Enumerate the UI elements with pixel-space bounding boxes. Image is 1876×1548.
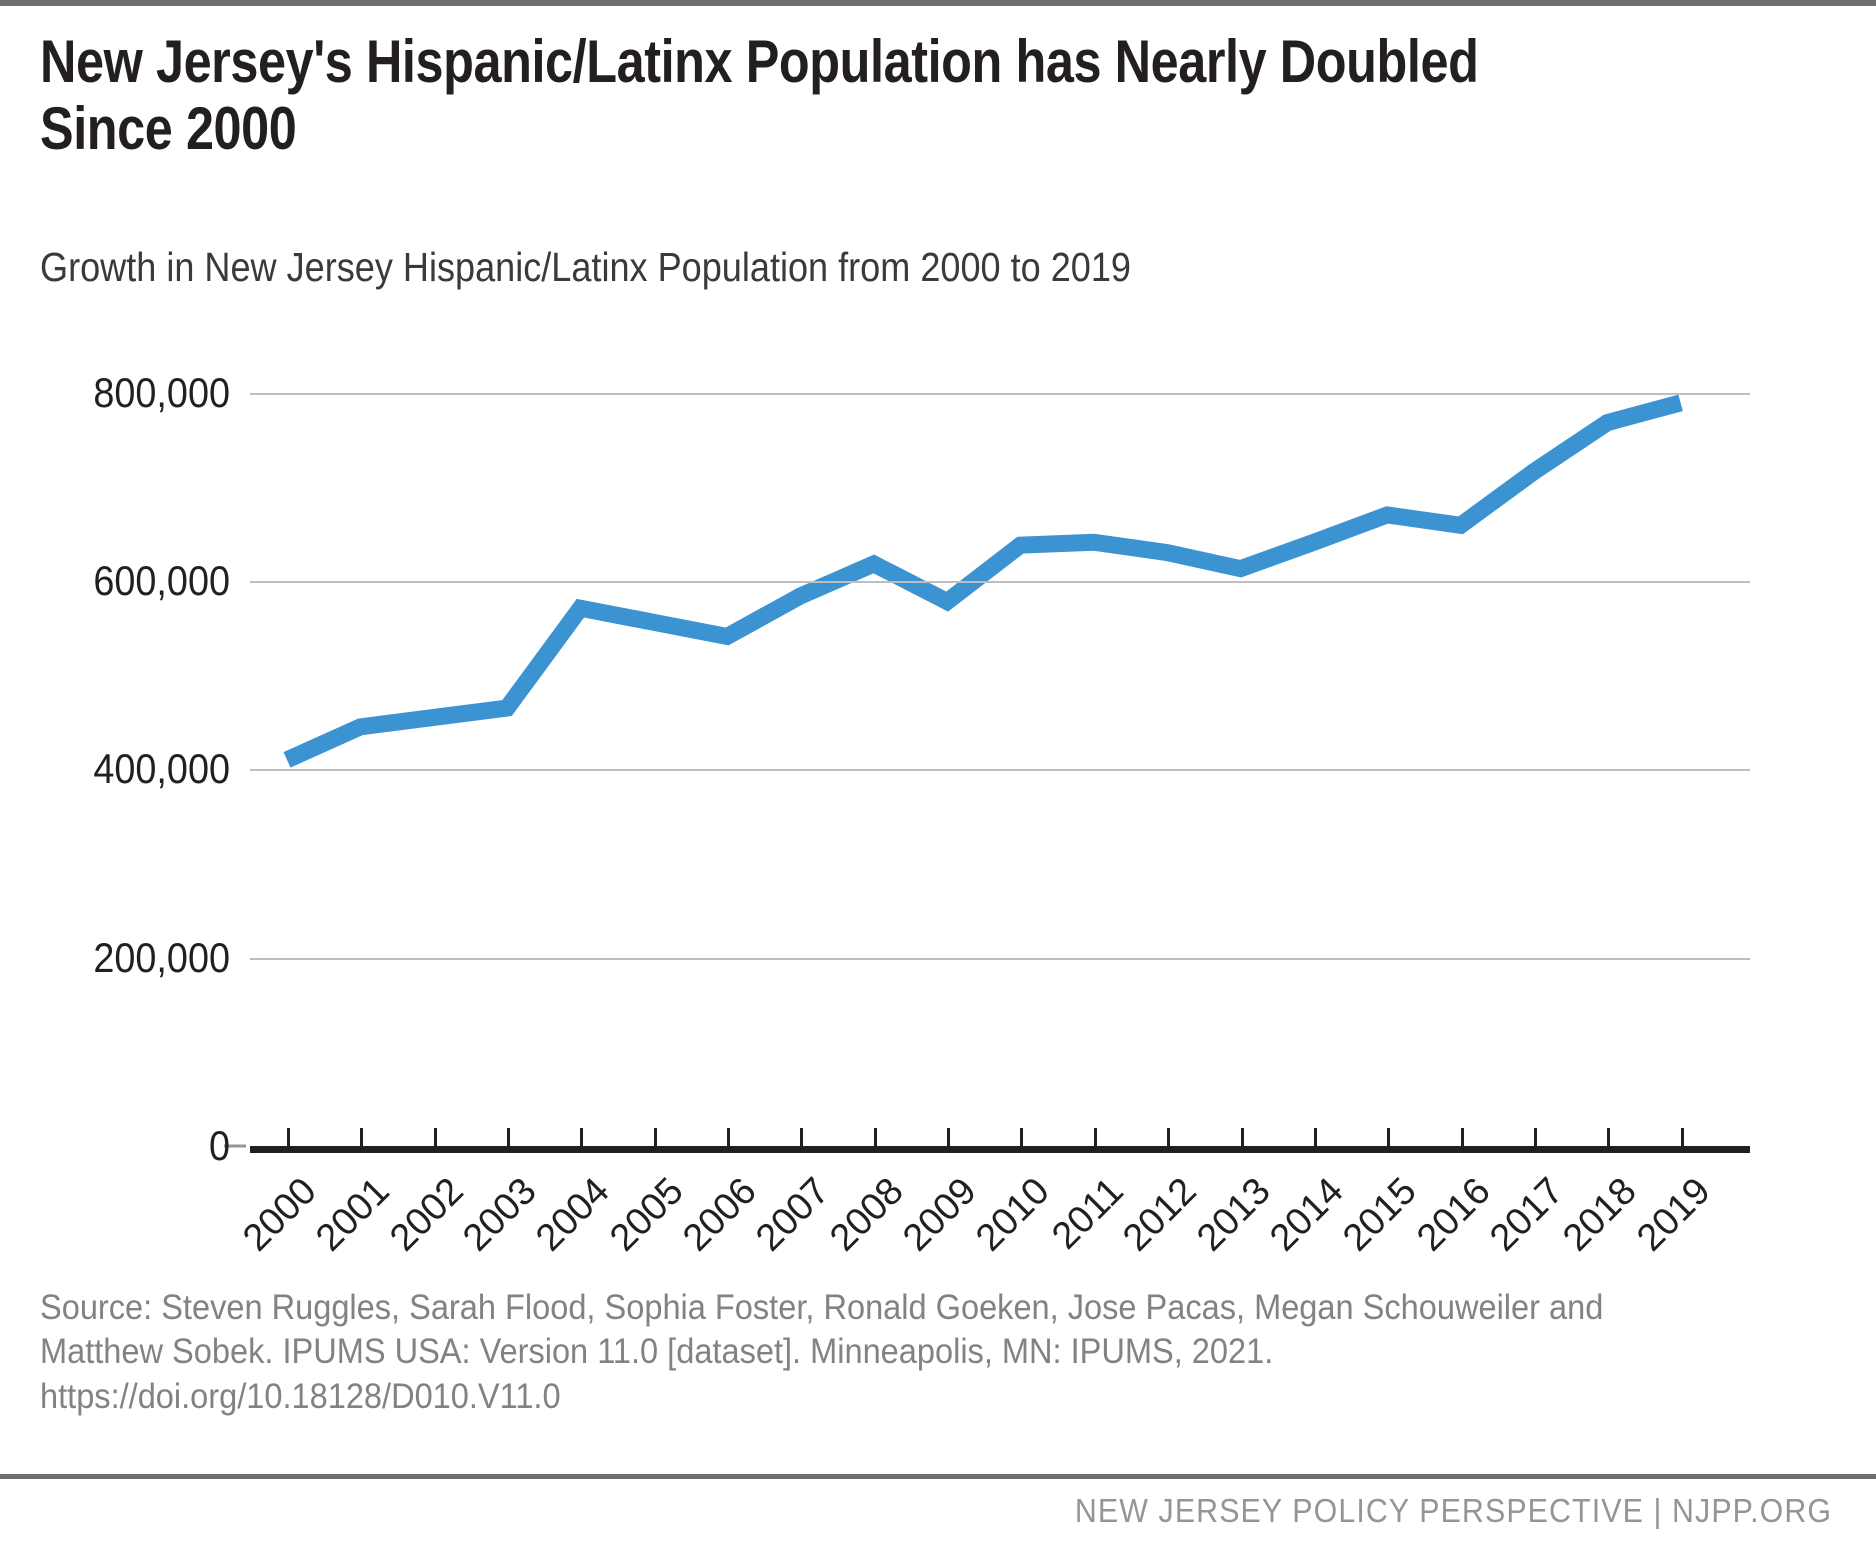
x-axis-tick-label: 2007 xyxy=(748,1170,839,1260)
x-axis-tick xyxy=(433,1128,437,1146)
x-axis-tick-label: 2008 xyxy=(822,1170,912,1260)
x-axis-tick xyxy=(727,1128,731,1146)
x-axis-tick-label: 2009 xyxy=(895,1170,985,1260)
x-axis-tick xyxy=(873,1128,877,1146)
y-axis-tick-label: 0 xyxy=(208,1122,230,1169)
x-axis-tick xyxy=(360,1128,364,1146)
x-axis-tick-label: 2000 xyxy=(235,1170,325,1260)
x-axis-tick-label: 2017 xyxy=(1482,1170,1572,1260)
series-line xyxy=(283,394,1683,768)
x-axis-tick-label: 2010 xyxy=(968,1170,1059,1260)
y-axis-tick-label: 800,000 xyxy=(93,368,230,416)
x-axis-tick xyxy=(1020,1128,1024,1146)
gridline xyxy=(250,957,1750,960)
x-axis-tick-label: 2011 xyxy=(1044,1170,1132,1258)
x-axis-tick-label: 2002 xyxy=(381,1170,472,1260)
y-axis-tick-label: 200,000 xyxy=(93,933,230,981)
x-axis-tick-label: 2019 xyxy=(1628,1170,1719,1260)
x-axis-tick xyxy=(947,1128,951,1146)
gridline xyxy=(250,580,1750,583)
x-axis-tick xyxy=(1607,1128,1611,1146)
x-axis-line xyxy=(250,1146,1750,1153)
x-axis-tick xyxy=(1313,1128,1317,1146)
bottom-divider xyxy=(0,1474,1876,1479)
x-axis-tick xyxy=(287,1128,290,1146)
y-axis-tick-label: 600,000 xyxy=(93,556,230,604)
x-axis-tick-label: 2012 xyxy=(1115,1170,1205,1260)
x-axis-tick xyxy=(800,1128,804,1146)
y-axis-tick xyxy=(224,1144,246,1148)
x-axis-tick xyxy=(653,1128,657,1146)
x-axis-tick xyxy=(1460,1128,1464,1146)
x-axis-tick-label: 2018 xyxy=(1555,1170,1645,1260)
plot-area xyxy=(250,336,1750,1146)
top-divider xyxy=(0,0,1876,6)
x-axis-tick xyxy=(1240,1128,1244,1146)
y-axis-tick-label: 400,000 xyxy=(93,745,230,793)
page-title: New Jersey's Hispanic/Latinx Population … xyxy=(40,28,1479,163)
gridline xyxy=(250,392,1750,395)
x-axis-tick-label: 2004 xyxy=(528,1170,619,1260)
page-subtitle: Growth in New Jersey Hispanic/Latinx Pop… xyxy=(40,244,1132,290)
gridline xyxy=(250,769,1750,772)
x-axis-tick-label: 2014 xyxy=(1262,1170,1352,1260)
chart-container: 0 200,000 400,000 600,000 800,000 2000 2001 20… xyxy=(0,336,1876,1259)
x-axis-tick-label: 2003 xyxy=(455,1170,545,1260)
x-axis-tick xyxy=(1093,1128,1097,1146)
x-axis-tick-label: 2016 xyxy=(1408,1170,1499,1260)
x-axis-tick xyxy=(1533,1128,1537,1146)
x-axis-tick xyxy=(507,1128,511,1146)
line-series xyxy=(283,394,1683,768)
x-axis-tick xyxy=(1167,1128,1171,1146)
x-axis-tick xyxy=(1680,1128,1684,1146)
x-axis-tick-label: 2006 xyxy=(675,1170,765,1260)
footer-organization: NEW JERSEY POLICY PERSPECTIVE | NJPP.ORG xyxy=(1074,1492,1832,1529)
chart-page: New Jersey's Hispanic/Latinx Population … xyxy=(0,6,1876,1548)
x-axis-tick-label: 2015 xyxy=(1335,1170,1425,1260)
x-axis-tick xyxy=(580,1128,584,1146)
x-axis-tick xyxy=(1387,1128,1391,1146)
x-axis-tick-label: 2013 xyxy=(1188,1170,1279,1260)
x-axis-tick-label: 2001 xyxy=(308,1170,399,1260)
x-axis-tick-label: 2005 xyxy=(601,1170,692,1260)
x-axis-labels: 2000 2001 2002 2003 2004 2005 2006 2007 2008 2009… xyxy=(0,336,1876,1259)
source-note: Source: Steven Ruggles, Sarah Flood, Sop… xyxy=(40,1288,1604,1416)
